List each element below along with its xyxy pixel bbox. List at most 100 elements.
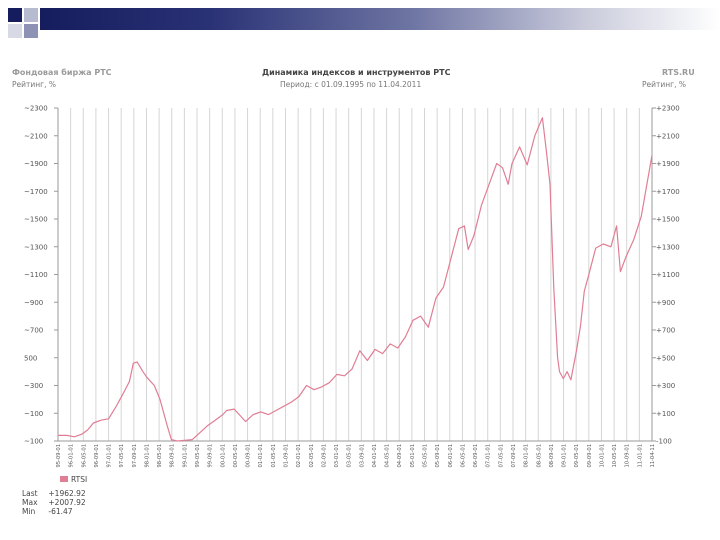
chart-title: Динамика индексов и инструментов РТС (262, 68, 451, 77)
x-tick-label: 97-05-01 (119, 444, 125, 468)
x-tick-label: 00-01-01 (220, 444, 226, 468)
y-tick-label-left: ~1700 (24, 188, 48, 196)
header-gradient-strip (40, 8, 720, 30)
x-tick-label: 02-09-01 (321, 444, 327, 468)
x-tick-label: 11-01-01 (637, 444, 643, 468)
x-tick-label: 99-05-01 (195, 444, 201, 468)
y-tick-label-right: -100 (656, 438, 672, 446)
y-tick-label-left: ~900 (24, 299, 43, 307)
stat-row-last: Last +1962.92 (22, 489, 86, 498)
x-tick-label: 02-01-01 (296, 444, 302, 468)
y-tick-label-right: +100 (656, 410, 675, 418)
y-tick-label-right: +1100 (656, 271, 680, 279)
stat-label: Last (22, 489, 38, 498)
x-tick-label: 00-09-01 (246, 444, 252, 468)
x-tick-label: 07-05-01 (498, 444, 504, 468)
x-tick-label: 01-09-01 (283, 444, 289, 468)
x-tick-label: 00-05-01 (233, 444, 239, 468)
x-tick-label: 04-05-01 (385, 444, 391, 468)
stats-block: Last +1962.92 Max +2007.92 Min -61.47 (22, 489, 86, 516)
x-tick-label: 06-01-01 (448, 444, 454, 468)
x-tick-label: 05-09-01 (435, 444, 441, 468)
y-tick-label-left: ~100 (24, 410, 43, 418)
y-tick-label-left: ~2100 (24, 132, 48, 140)
slide-header-decoration (0, 0, 720, 48)
x-tick-label: 07-01-01 (486, 444, 492, 468)
x-tick-label: 08-09-01 (549, 444, 555, 468)
site-name: RTS.RU (662, 68, 695, 77)
x-tick-label: 01-05-01 (271, 444, 277, 468)
x-tick-label: 99-01-01 (182, 444, 188, 468)
decor-square-gray (24, 8, 38, 22)
x-tick-label: 96-05-01 (81, 444, 87, 468)
decor-square-light (8, 24, 22, 38)
legend-label-rtsi: RTSI (71, 475, 87, 484)
x-tick-label: 10-09-01 (625, 444, 631, 468)
y-tick-label-right: +500 (656, 354, 675, 362)
x-tick-label: 01-01-01 (258, 444, 264, 468)
stat-row-max: Max +2007.92 (22, 498, 86, 507)
x-tick-label: 02-05-01 (309, 444, 315, 468)
stat-label: Max (22, 498, 38, 507)
x-tick-label: 07-09-01 (511, 444, 517, 468)
x-tick-label: 03-05-01 (347, 444, 353, 468)
y-tick-label-left: ~1300 (24, 243, 48, 251)
y-tick-label-right: +900 (656, 299, 675, 307)
x-tick-label: 09-09-01 (587, 444, 593, 468)
y-tick-label-left: ~1900 (24, 160, 48, 168)
stat-label: Min (22, 507, 36, 516)
y-tick-label-right: +300 (656, 382, 675, 390)
x-tick-label: 95-09-01 (56, 444, 62, 468)
legend-swatch-rtsi (60, 476, 68, 482)
x-tick-label: 03-01-01 (334, 444, 340, 468)
x-tick-label: 08-05-01 (536, 444, 542, 468)
y-tick-label-left: ~100 (24, 438, 43, 446)
y-tick-label-right: +700 (656, 327, 675, 335)
stat-value: +2007.92 (48, 498, 86, 507)
x-tick-label: 99-09-01 (208, 444, 214, 468)
x-tick-label: 98-01-01 (144, 444, 150, 468)
x-tick-label: 98-09-01 (170, 444, 176, 468)
x-tick-label: 05-05-01 (423, 444, 429, 468)
decor-square-mid (24, 24, 38, 38)
x-tick-label: 08-01-01 (524, 444, 530, 468)
x-tick-label: 06-05-01 (460, 444, 466, 468)
x-tick-label: 98-05-01 (157, 444, 163, 468)
x-tick-label: 09-01-01 (562, 444, 568, 468)
x-tick-label: 97-09-01 (132, 444, 138, 468)
y-tick-label-right: +1500 (656, 216, 680, 224)
x-tick-label: 05-01-01 (410, 444, 416, 468)
left-axis-title: Рейтинг, % (12, 80, 56, 89)
right-axis-title: Рейтинг, % (642, 80, 686, 89)
y-tick-label-left: ~700 (24, 327, 43, 335)
exchange-title: Фондовая биржа РТС (12, 68, 112, 77)
y-tick-label-right: +2100 (656, 132, 680, 140)
x-tick-label: 04-01-01 (372, 444, 378, 468)
period-label: Период: с 01.09.1995 по 11.04.2011 (280, 80, 422, 89)
y-tick-label-right: +1300 (656, 243, 680, 251)
y-tick-label-right: +1900 (656, 160, 680, 168)
x-tick-label: 10-01-01 (599, 444, 605, 468)
y-tick-label-right: +1700 (656, 188, 680, 196)
x-tick-label: 04-09-01 (397, 444, 403, 468)
x-tick-label: 97-01-01 (107, 444, 113, 468)
x-tick-label: 11-04-11 (650, 444, 656, 468)
stat-row-min: Min -61.47 (22, 507, 86, 516)
y-tick-label-left: ~300 (24, 382, 43, 390)
x-tick-label: 03-09-01 (359, 444, 365, 468)
stat-value: +1962.92 (48, 489, 86, 498)
series-line-rtsi (58, 117, 653, 442)
y-tick-label-right: +2300 (656, 105, 680, 113)
y-tick-label-left: ~1500 (24, 216, 48, 224)
stat-value: -61.47 (48, 507, 73, 516)
x-tick-label: 96-01-01 (69, 444, 75, 468)
x-tick-label: 10-05-01 (612, 444, 618, 468)
y-tick-label-left: 500 (24, 354, 37, 362)
x-tick-label: 09-05-01 (574, 444, 580, 468)
x-tick-label: 96-09-01 (94, 444, 100, 468)
x-tick-label: 06-09-01 (473, 444, 479, 468)
decor-square-navy (8, 8, 22, 22)
y-tick-label-left: ~2300 (24, 105, 48, 113)
y-tick-label-left: ~1100 (24, 271, 48, 279)
